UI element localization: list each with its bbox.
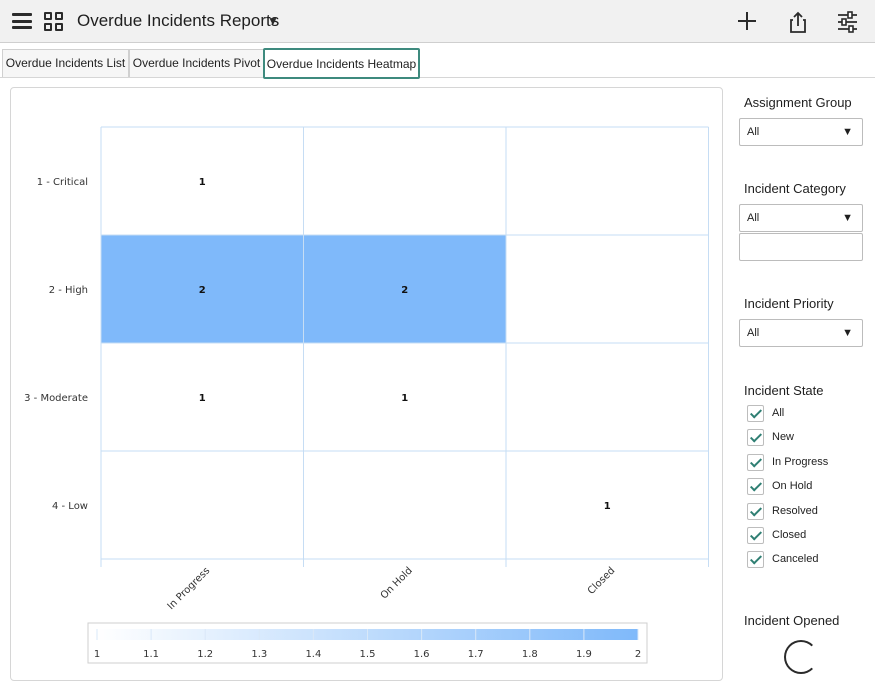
state-checkbox-in-progress[interactable]: In Progress [747,453,867,473]
filter-sliders-icon[interactable] [835,9,861,35]
checkbox-checked-icon[interactable] [747,478,764,495]
page-title: Overdue Incidents Reports [77,11,280,30]
checkbox-checked-icon[interactable] [747,429,764,446]
color-legend-tick-label: 1.4 [305,649,321,660]
checkbox-checked-icon[interactable] [747,551,764,568]
color-legend-tick-label: 1.3 [251,649,267,660]
heatmap-card: 1 2 2 1 1 1 1 - Critical 2 - High 3 - Moderate 4 … [10,87,723,681]
tab-overdue-incidents-pivot[interactable]: Overdue Incidents Pivot [129,49,264,77]
color-legend-tick-label: 1.2 [197,649,213,660]
color-legend-tick-label: 1.5 [360,649,376,660]
x-axis-tick-label: In Progress [166,565,213,612]
hamburger-icon[interactable] [12,13,32,29]
color-legend-tick-label: 1.1 [143,649,159,660]
color-legend-tick-label: 1.8 [522,649,538,660]
incident-category-select[interactable]: All ▼ [739,204,863,232]
incident-state-label: Incident State [744,383,824,398]
chevron-down-icon: ▼ [842,212,853,224]
heatmap-cell [303,235,506,343]
checkbox-checked-icon[interactable] [747,405,764,422]
tab-overdue-incidents-heatmap[interactable]: Overdue Incidents Heatmap [263,48,420,79]
color-legend-tick-label: 1.9 [576,649,592,660]
state-checkbox-on-hold[interactable]: On Hold [747,477,867,497]
incident-category-label: Incident Category [744,181,846,196]
heatmap-cell [101,235,304,343]
y-axis-tick-label: 2 - High [49,285,88,296]
grid-icon[interactable] [44,12,63,31]
share-icon[interactable] [785,9,811,35]
plus-icon[interactable] [735,9,761,35]
heatmap-cell-value: 1 [199,393,206,404]
state-checkbox-resolved[interactable]: Resolved [747,502,867,522]
heatmap-cell-value: 1 [604,501,611,512]
caret-down-icon[interactable]: ▼ [267,14,279,28]
assignment-group-value: All [747,126,760,138]
chevron-down-icon: ▼ [842,126,853,138]
incident-opened-label: Incident Opened [744,613,840,628]
checkbox-checked-icon[interactable] [747,454,764,471]
color-legend-tick-label: 1.6 [414,649,430,660]
state-checkbox-closed[interactable]: Closed [747,526,867,546]
heatmap-cell-value: 1 [401,393,408,404]
chevron-down-icon: ▼ [842,327,853,339]
y-axis-tick-label: 1 - Critical [37,177,88,188]
heatmap-cell-value: 2 [199,285,206,296]
y-axis-tick-label: 3 - Moderate [24,393,88,404]
x-axis-tick-label: Closed [586,565,618,597]
heatmap-chart: 1 2 2 1 1 1 1 - Critical 2 - High 3 - Moderate 4 … [24,126,709,664]
incident-category-search-input[interactable] [739,233,863,261]
state-checkbox-new[interactable]: New [747,428,867,448]
assignment-group-label: Assignment Group [744,95,852,110]
assignment-group-select[interactable]: All ▼ [739,118,863,146]
heatmap-cell-value: 1 [199,177,206,188]
app-header: Overdue Incidents Reports ▼ [0,0,875,43]
color-legend-tick-label: 2 [635,649,641,660]
incident-priority-select[interactable]: All ▼ [739,319,863,347]
heatmap-cell-value: 2 [401,285,408,296]
incident-priority-label: Incident Priority [744,296,834,311]
color-legend-tick-label: 1.7 [468,649,484,660]
y-axis-tick-label: 4 - Low [52,501,88,512]
x-axis-tick-label: On Hold [379,565,415,601]
state-checkbox-all[interactable]: All [747,404,867,424]
state-checkbox-canceled[interactable]: Canceled [747,550,867,570]
spinner-icon [784,640,818,674]
tab-overdue-incidents-list[interactable]: Overdue Incidents List [2,49,129,77]
checkbox-checked-icon[interactable] [747,527,764,544]
color-legend-tick-label: 1 [94,649,100,660]
report-tabs: Overdue Incidents List Overdue Incidents… [0,43,875,79]
incident-category-value: All [747,212,760,224]
incident-priority-value: All [747,327,760,339]
checkbox-checked-icon[interactable] [747,503,764,520]
